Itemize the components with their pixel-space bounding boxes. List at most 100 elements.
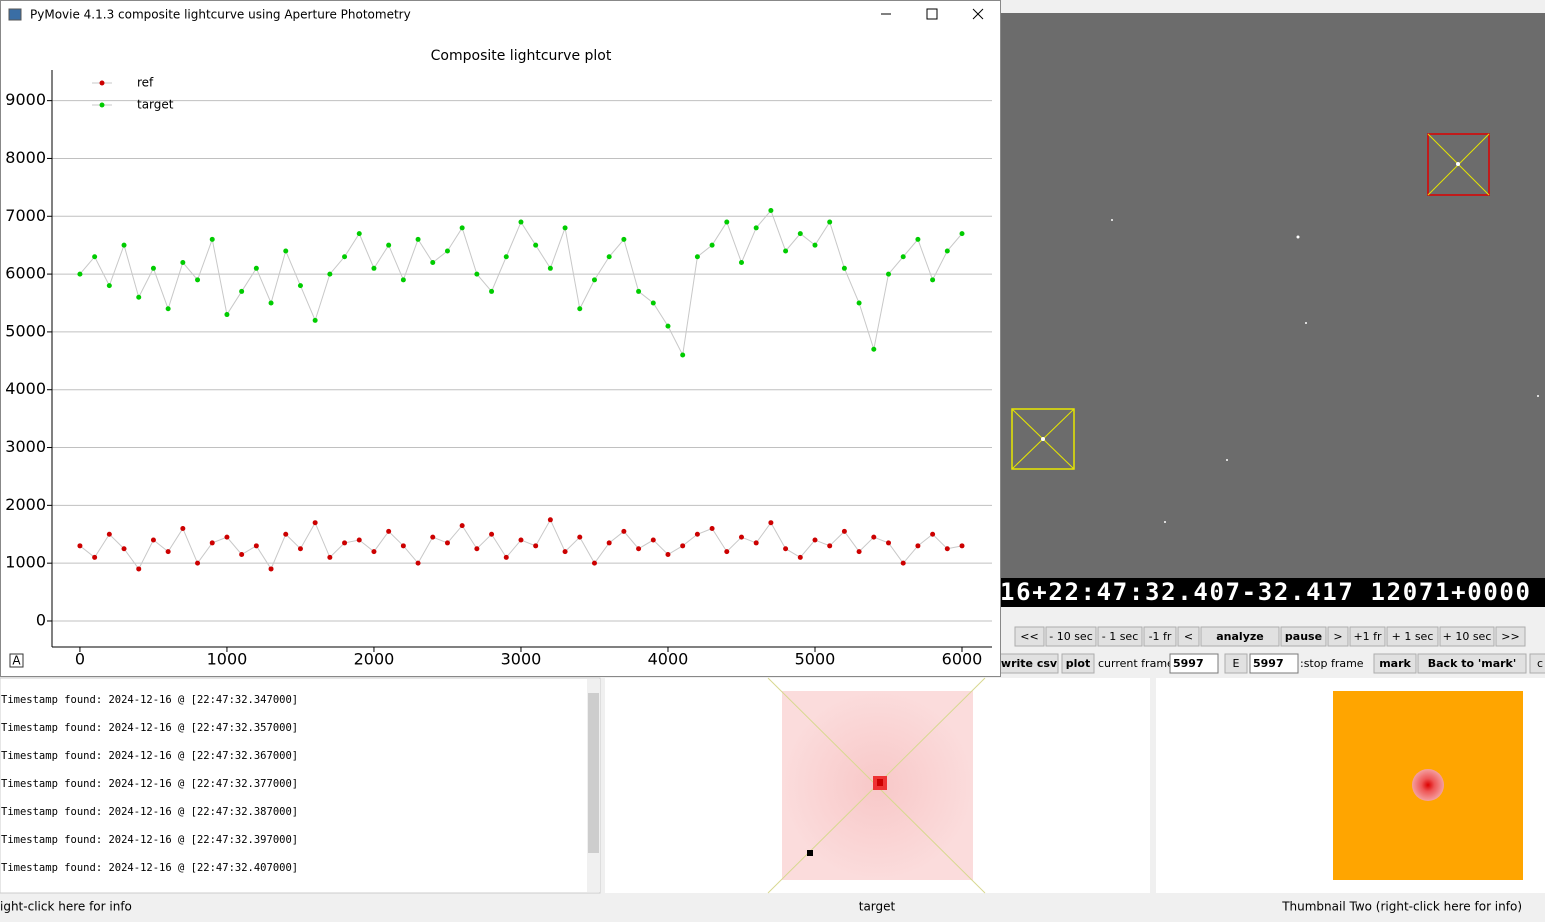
- button[interactable]: [1014, 626, 1045, 647]
- data-point: [150, 537, 156, 543]
- button-label[interactable]: <<: [1020, 630, 1038, 643]
- button-label[interactable]: mark: [1379, 657, 1411, 670]
- data-point: [180, 525, 186, 531]
- log-line: Timestamp found: 2024-12-16 @ [22:47:32.…: [1, 862, 298, 874]
- data-point: [150, 265, 156, 271]
- button-label[interactable]: >: [1333, 630, 1342, 643]
- button[interactable]: [1529, 653, 1545, 674]
- data-point: [327, 271, 333, 277]
- data-point: [268, 300, 274, 306]
- data-point: [621, 528, 627, 534]
- input-value[interactable]: 5997: [1173, 657, 1204, 670]
- data-point: [239, 551, 245, 557]
- data-point: [841, 265, 847, 271]
- data-point: [459, 225, 465, 231]
- data-point: [591, 560, 597, 566]
- status-left[interactable]: ight-click here for info: [0, 900, 132, 914]
- button-label[interactable]: + 10 sec: [1443, 630, 1492, 643]
- button[interactable]: [1280, 626, 1327, 647]
- data-point: [386, 242, 392, 248]
- data-point: [224, 312, 230, 318]
- x-tick-label: 1000: [207, 650, 248, 669]
- data-point: [312, 520, 318, 526]
- data-point: [430, 534, 436, 540]
- log-line: Timestamp found: 2024-12-16 @ [22:47:32.…: [1, 778, 298, 790]
- button[interactable]: [1200, 626, 1280, 647]
- button[interactable]: [1045, 626, 1097, 647]
- button[interactable]: [1386, 626, 1439, 647]
- pixel-marker: [807, 850, 813, 856]
- button-label[interactable]: plot: [1066, 657, 1090, 670]
- data-point: [268, 566, 274, 572]
- button[interactable]: [1061, 653, 1095, 674]
- button[interactable]: [1349, 626, 1386, 647]
- data-point: [474, 546, 480, 552]
- button-label[interactable]: - 1 sec: [1102, 630, 1139, 643]
- data-point: [239, 288, 245, 294]
- button[interactable]: [1224, 653, 1248, 674]
- x-tick-label: 4000: [648, 650, 689, 669]
- y-tick-label: 7000: [5, 206, 46, 225]
- auto-range-button[interactable]: [9, 653, 24, 668]
- timestamp-overlay: 16+22:47:32.407-32.417 12071+0000: [1000, 578, 1530, 606]
- data-point: [342, 254, 348, 260]
- data-point: [738, 534, 744, 540]
- input[interactable]: [1249, 653, 1299, 674]
- data-point: [636, 546, 642, 552]
- button[interactable]: [1417, 653, 1527, 674]
- input[interactable]: [1169, 653, 1219, 674]
- ref-aperture[interactable]: [1427, 133, 1490, 196]
- data-point: [797, 231, 803, 237]
- data-point: [400, 543, 406, 549]
- maximize-button[interactable]: [926, 8, 938, 20]
- timestamp-band: [1000, 578, 1545, 607]
- status-right[interactable]: Thumbnail Two (right-click here for info…: [1281, 900, 1522, 914]
- data-point: [489, 288, 495, 294]
- data-point: [136, 566, 142, 572]
- data-point: [547, 265, 553, 271]
- data-point: [209, 236, 215, 242]
- video-frame: [1000, 13, 1545, 578]
- button-label[interactable]: - 10 sec: [1049, 630, 1093, 643]
- scroll-thumb[interactable]: [588, 693, 599, 853]
- button-label[interactable]: <: [1184, 630, 1193, 643]
- data-point: [327, 554, 333, 560]
- chart-title: Composite lightcurve plot: [431, 48, 612, 64]
- button-label[interactable]: analyze: [1216, 630, 1263, 643]
- data-point: [827, 219, 833, 225]
- data-point: [312, 317, 318, 323]
- button-label[interactable]: c: [1537, 657, 1543, 670]
- button-label[interactable]: + 1 sec: [1392, 630, 1434, 643]
- data-point: [518, 537, 524, 543]
- button-label[interactable]: pause: [1285, 630, 1322, 643]
- data-point: [900, 560, 906, 566]
- data-point: [650, 300, 656, 306]
- button[interactable]: [1495, 626, 1526, 647]
- button[interactable]: [1439, 626, 1495, 647]
- data-point: [812, 537, 818, 543]
- button-label[interactable]: >>: [1501, 630, 1519, 643]
- button[interactable]: [1177, 626, 1200, 647]
- button[interactable]: [1373, 653, 1417, 674]
- data-point: [297, 283, 303, 289]
- button-label[interactable]: -1 fr: [1149, 630, 1172, 643]
- x-tick-label: 6000: [942, 650, 983, 669]
- button-label[interactable]: Back to 'mark': [1428, 657, 1516, 670]
- data-point: [856, 549, 862, 555]
- log-panel: [0, 677, 601, 894]
- button-label[interactable]: write csv: [1001, 657, 1058, 670]
- input-value[interactable]: 5997: [1253, 657, 1284, 670]
- button[interactable]: [1097, 626, 1143, 647]
- target-aperture[interactable]: [1011, 408, 1075, 470]
- close-button[interactable]: [972, 8, 984, 20]
- data-point: [371, 265, 377, 271]
- log-line: Timestamp found: 2024-12-16 @ [22:47:32.…: [1, 834, 298, 846]
- button-label[interactable]: +1 fr: [1353, 630, 1382, 643]
- data-point: [724, 219, 730, 225]
- button[interactable]: [1327, 626, 1349, 647]
- auto-range-icon[interactable]: A: [12, 654, 21, 668]
- button-label[interactable]: E: [1233, 657, 1240, 670]
- data-point: [680, 543, 686, 549]
- button[interactable]: [1143, 626, 1177, 647]
- data-point: [959, 231, 965, 237]
